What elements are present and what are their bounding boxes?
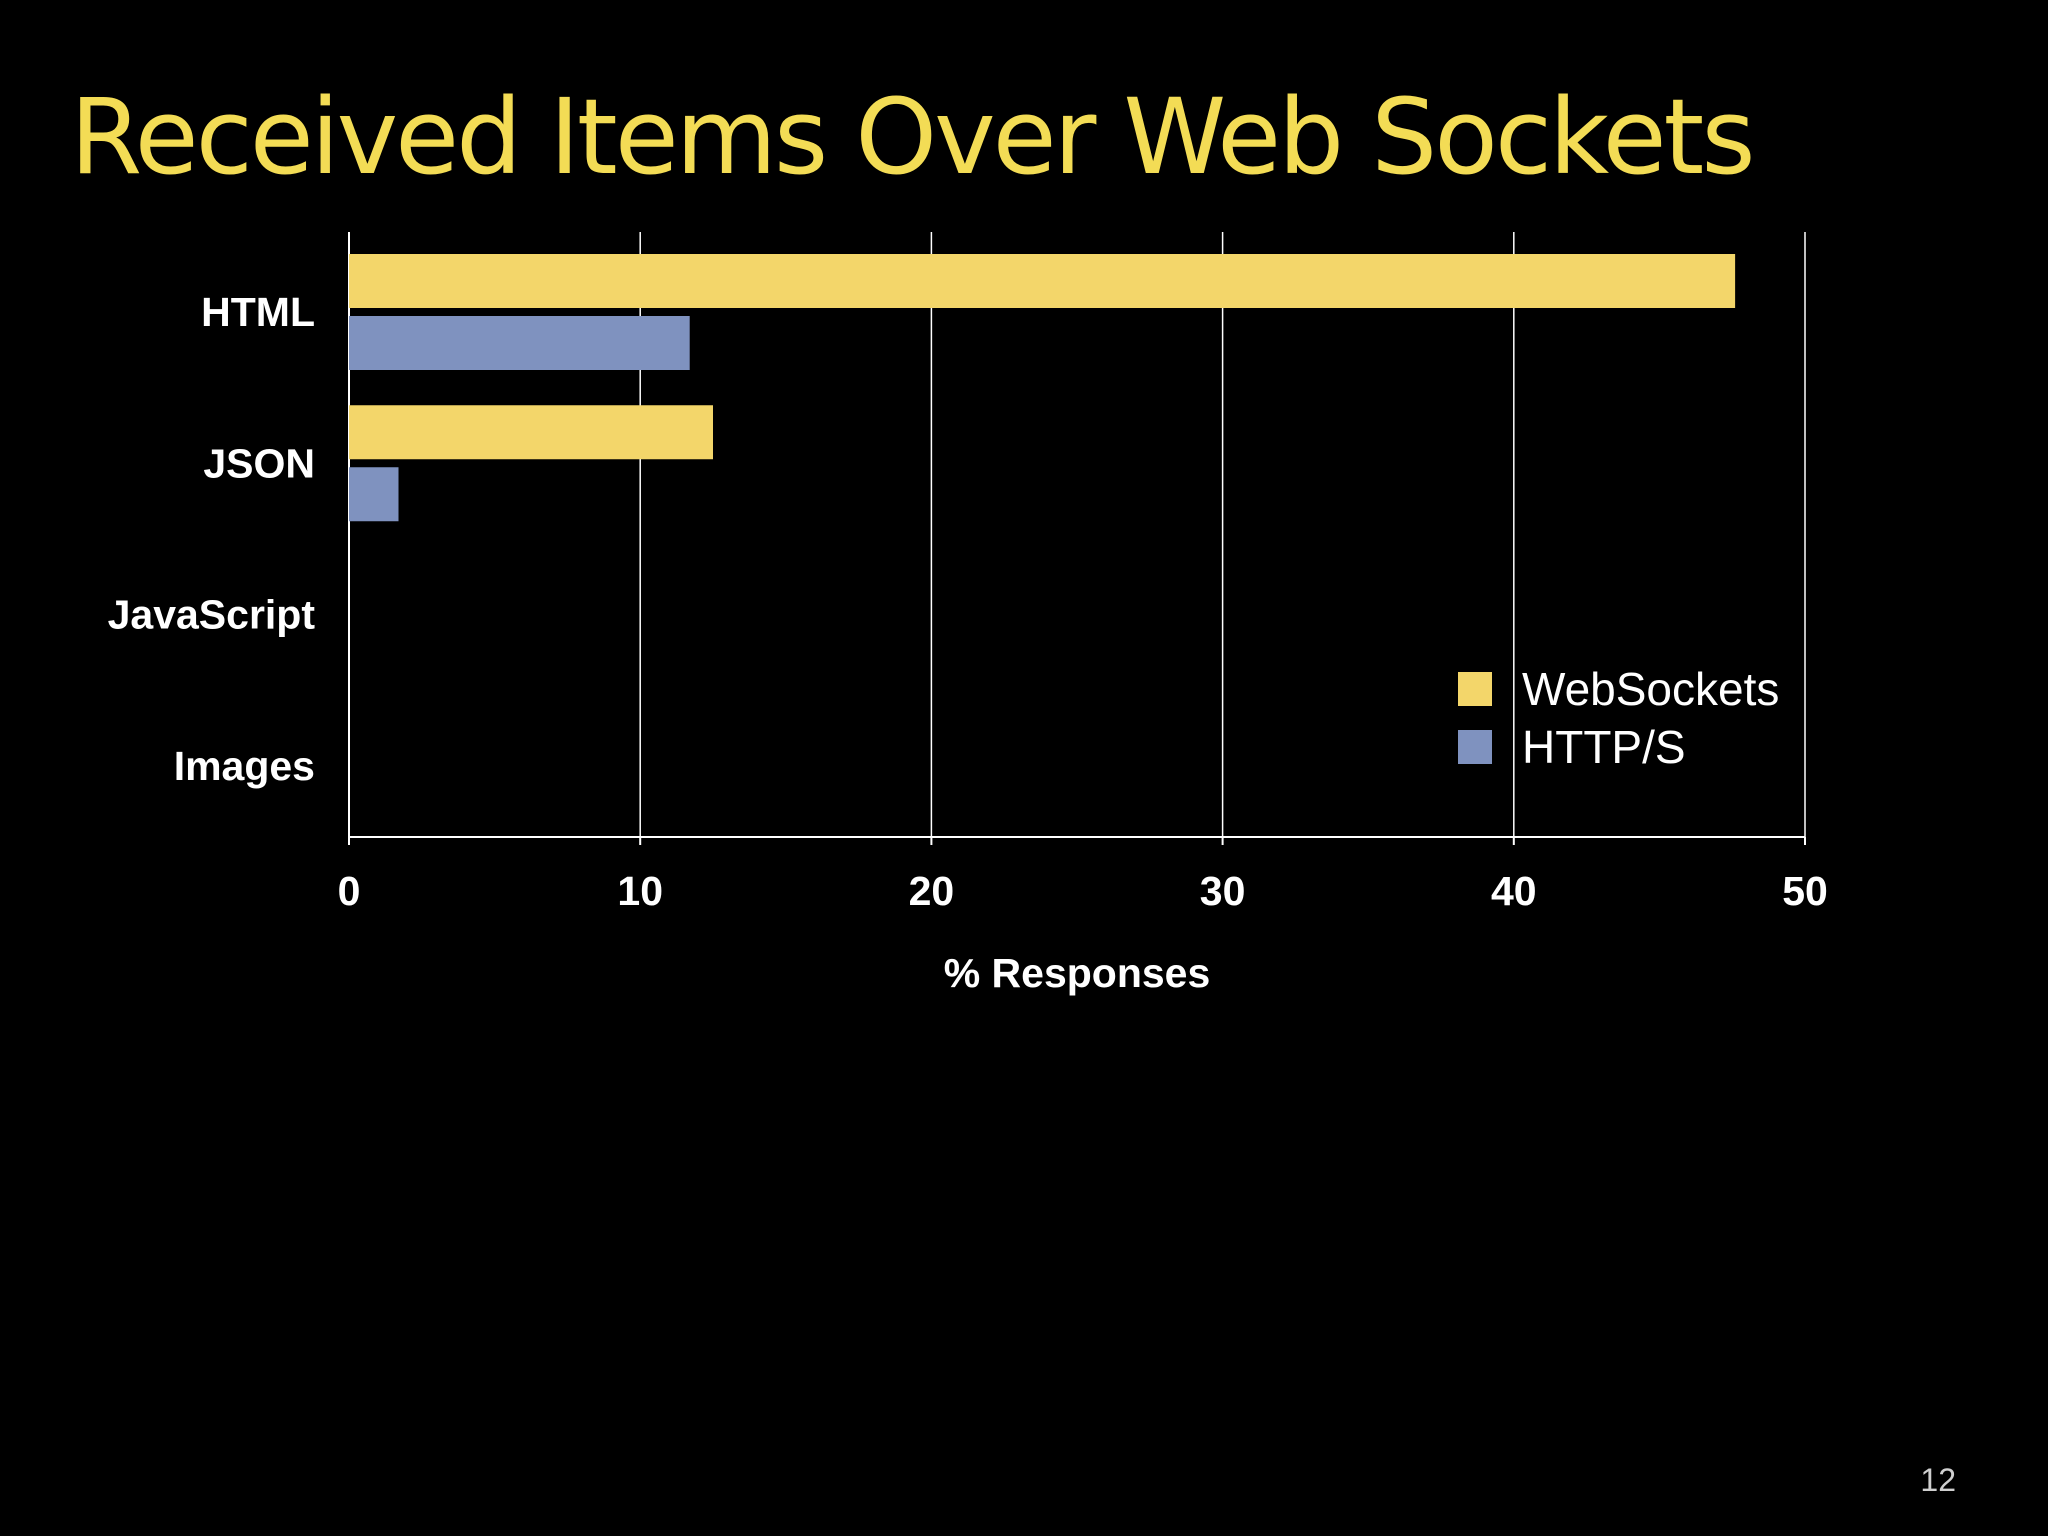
category-label-html: HTML <box>201 289 315 335</box>
legend-label-http-s: HTTP/S <box>1522 721 1686 773</box>
x-tick-label-0: 0 <box>338 868 361 914</box>
category-label-json: JSON <box>203 440 315 486</box>
category-label-javascript: JavaScript <box>108 592 316 638</box>
x-tick-label-30: 30 <box>1200 868 1246 914</box>
bar-html-http-s <box>349 316 690 370</box>
x-axis-title: % Responses <box>944 950 1211 996</box>
x-tick-label-10: 10 <box>617 868 663 914</box>
x-tick-label-50: 50 <box>1782 868 1828 914</box>
legend-swatch-http-s <box>1458 730 1492 764</box>
legend-label-websockets: WebSockets <box>1522 663 1779 715</box>
page-number: 12 <box>1920 1462 1956 1498</box>
bar-json-http-s <box>349 467 399 522</box>
bar-html-websockets <box>349 254 1736 308</box>
bar-json-websockets <box>349 405 713 460</box>
slide-title: Received Items Over Web Sockets <box>70 76 1756 198</box>
x-tick-label-20: 20 <box>909 868 955 914</box>
category-label-images: Images <box>174 743 315 789</box>
x-tick-label-40: 40 <box>1491 868 1537 914</box>
legend-swatch-websockets <box>1458 672 1492 706</box>
